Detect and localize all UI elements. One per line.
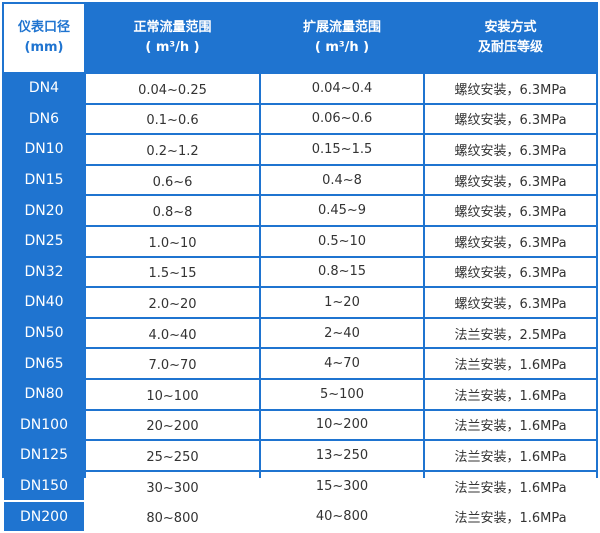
installation-cell: 螺纹安装，6.3MPa [425, 257, 596, 287]
header-line2: ( m³/h ) [145, 40, 200, 55]
table-row: DN15 0.6~6 0.4~8 螺纹安装，6.3MPa [4, 165, 596, 195]
installation-cell: 螺纹安装，6.3MPa [425, 288, 596, 317]
table-row: DN6 0.1~0.6 0.06~0.6 螺纹安装，6.3MPa [4, 104, 596, 134]
normal-flow-cell: 80~800 [86, 502, 259, 531]
extended-flow-cell: 5~100 [261, 379, 423, 409]
installation-cell: 法兰安装，1.6MPa [425, 441, 596, 470]
diameter-cell: DN40 [4, 288, 84, 317]
extended-flow-cell: 0.45~9 [261, 196, 423, 225]
normal-flow-cell: 10~100 [86, 379, 259, 409]
extended-flow-cell: 0.8~15 [261, 257, 423, 287]
diameter-cell: DN4 [4, 74, 84, 103]
header-line1: 仪表口径 [17, 20, 70, 35]
table-row: DN40 2.0~20 1~20 螺纹安装，6.3MPa [4, 288, 596, 317]
normal-flow-cell: 0.2~1.2 [86, 135, 259, 164]
diameter-cell: DN50 [4, 318, 84, 348]
table-row: DN200 80~800 40~800 法兰安装，1.6MPa [4, 502, 596, 531]
diameter-cell: DN100 [4, 410, 84, 440]
header-diameter: 仪表口径 (mm) [4, 4, 84, 72]
installation-cell: 螺纹安装，6.3MPa [425, 74, 596, 103]
table-row: DN65 7.0~70 4~70 法兰安装，1.6MPa [4, 349, 596, 378]
diameter-cell: DN15 [4, 165, 84, 195]
normal-flow-cell: 0.6~6 [86, 165, 259, 195]
header-line2: (mm) [24, 40, 64, 55]
installation-cell: 螺纹安装，6.3MPa [425, 226, 596, 256]
extended-flow-cell: 1~20 [261, 288, 423, 317]
table-row: DN32 1.5~15 0.8~15 螺纹安装，6.3MPa [4, 257, 596, 287]
diameter-cell: DN6 [4, 104, 84, 134]
installation-cell: 法兰安装，1.6MPa [425, 471, 596, 501]
extended-flow-cell: 40~800 [261, 502, 423, 531]
normal-flow-cell: 25~250 [86, 441, 259, 470]
normal-flow-cell: 2.0~20 [86, 288, 259, 317]
normal-flow-cell: 1.5~15 [86, 257, 259, 287]
table-row: DN100 20~200 10~200 法兰安装，1.6MPa [4, 410, 596, 440]
installation-cell: 螺纹安装，6.3MPa [425, 165, 596, 195]
diameter-cell: DN10 [4, 135, 84, 164]
header-row: 仪表口径 (mm) 正常流量范围 ( m³/h ) 扩展流量范围 ( m³/h ) 安… [4, 4, 596, 72]
header-line1: 安装方式 [484, 20, 537, 35]
normal-flow-cell: 7.0~70 [86, 349, 259, 378]
normal-flow-cell: 1.0~10 [86, 226, 259, 256]
diameter-cell: DN65 [4, 349, 84, 378]
installation-cell: 法兰安装，1.6MPa [425, 379, 596, 409]
normal-flow-cell: 0.04~0.25 [86, 74, 259, 103]
header-installation: 安装方式 及耐压等级 [425, 4, 596, 72]
normal-flow-cell: 20~200 [86, 410, 259, 440]
installation-cell: 螺纹安装，6.3MPa [425, 135, 596, 164]
extended-flow-cell: 0.4~8 [261, 165, 423, 195]
table-row: DN25 1.0~10 0.5~10 螺纹安装，6.3MPa [4, 226, 596, 256]
table-row: DN20 0.8~8 0.45~9 螺纹安装，6.3MPa [4, 196, 596, 225]
normal-flow-cell: 30~300 [86, 471, 259, 501]
header-line1: 正常流量范围 [133, 20, 212, 35]
table-row: DN80 10~100 5~100 法兰安装，1.6MPa [4, 379, 596, 409]
table-row: DN10 0.2~1.2 0.15~1.5 螺纹安装，6.3MPa [4, 135, 596, 164]
extended-flow-cell: 0.15~1.5 [261, 135, 423, 164]
diameter-cell: DN20 [4, 196, 84, 225]
normal-flow-cell: 0.8~8 [86, 196, 259, 225]
installation-cell: 螺纹安装，6.3MPa [425, 196, 596, 225]
header-line1: 扩展流量范围 [302, 20, 381, 35]
normal-flow-cell: 0.1~0.6 [86, 104, 259, 134]
header-line2: 及耐压等级 [477, 40, 543, 55]
extended-flow-cell: 0.04~0.4 [261, 74, 423, 103]
header-extended-flow: 扩展流量范围 ( m³/h ) [261, 4, 423, 72]
extended-flow-cell: 0.06~0.6 [261, 104, 423, 134]
extended-flow-cell: 15~300 [261, 471, 423, 501]
extended-flow-cell: 0.5~10 [261, 226, 423, 256]
extended-flow-cell: 4~70 [261, 349, 423, 378]
extended-flow-cell: 2~40 [261, 318, 423, 348]
diameter-cell: DN32 [4, 257, 84, 287]
extended-flow-cell: 13~250 [261, 441, 423, 470]
diameter-cell: DN150 [4, 471, 84, 501]
diameter-cell: DN25 [4, 226, 84, 256]
header-normal-flow: 正常流量范围 ( m³/h ) [86, 4, 259, 72]
table-row: DN125 25~250 13~250 法兰安装，1.6MPa [4, 441, 596, 470]
installation-cell: 法兰安装，2.5MPa [425, 318, 596, 348]
table-row: DN50 4.0~40 2~40 法兰安装，2.5MPa [4, 318, 596, 348]
normal-flow-cell: 4.0~40 [86, 318, 259, 348]
diameter-cell: DN125 [4, 441, 84, 470]
installation-cell: 法兰安装，1.6MPa [425, 349, 596, 378]
installation-cell: 法兰安装，1.6MPa [425, 410, 596, 440]
diameter-cell: DN200 [4, 502, 84, 531]
diameter-cell: DN80 [4, 379, 84, 409]
extended-flow-cell: 10~200 [261, 410, 423, 440]
header-line2: ( m³/h ) [314, 40, 370, 55]
table-row: DN150 30~300 15~300 法兰安装，1.6MPa [4, 471, 596, 501]
installation-cell: 螺纹安装，6.3MPa [425, 104, 596, 134]
table-row: DN4 0.04~0.25 0.04~0.4 螺纹安装，6.3MPa [4, 74, 596, 103]
installation-cell: 法兰安装，1.6MPa [425, 502, 596, 531]
